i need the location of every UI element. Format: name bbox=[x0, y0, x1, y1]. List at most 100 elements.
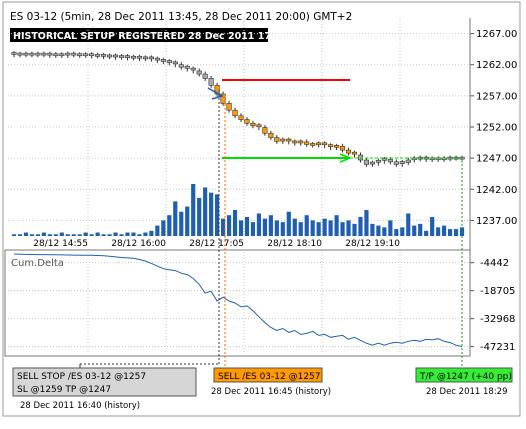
sell-label: SELL /ES 03-12 @1257 bbox=[218, 372, 321, 382]
volume-bar bbox=[280, 222, 285, 236]
volume-bar bbox=[107, 234, 112, 236]
candle-body bbox=[35, 52, 41, 56]
volume-bar bbox=[256, 213, 262, 236]
candle-body bbox=[226, 103, 232, 111]
candle-body bbox=[47, 52, 53, 56]
volume-bar bbox=[17, 234, 23, 236]
candle-body bbox=[107, 54, 113, 58]
volume-bar bbox=[453, 229, 459, 236]
candle-body bbox=[304, 141, 310, 145]
time-tick-label: 28/12 14:55 bbox=[33, 239, 88, 249]
volume-bar bbox=[89, 234, 94, 236]
volume-bar bbox=[459, 227, 465, 236]
volume-bar bbox=[292, 218, 297, 236]
volume-bar bbox=[370, 223, 375, 236]
volume-bar bbox=[131, 232, 136, 236]
candle-body bbox=[196, 70, 202, 75]
sell-stop-caption: 28 Dec 2011 16:40 (history) bbox=[20, 401, 140, 411]
volume-bar bbox=[173, 201, 178, 236]
candle-body bbox=[250, 122, 256, 127]
volume-bar bbox=[179, 211, 184, 236]
candle-body bbox=[292, 140, 298, 144]
volume-bar bbox=[352, 223, 357, 236]
candle-body bbox=[112, 54, 119, 58]
candle-body bbox=[328, 144, 334, 147]
volume-bar bbox=[310, 220, 315, 236]
cum-delta-line bbox=[13, 253, 463, 348]
volume-bar bbox=[11, 234, 17, 236]
candle-body bbox=[238, 115, 244, 120]
volume-bar bbox=[226, 215, 232, 236]
volume-bar bbox=[340, 222, 345, 236]
volume-bar bbox=[41, 232, 46, 236]
volume-bar bbox=[23, 232, 29, 236]
delta-tick-label: -47231 bbox=[480, 342, 515, 353]
candle-body bbox=[89, 53, 95, 57]
volume-bar bbox=[71, 234, 76, 236]
take-profit-box bbox=[415, 367, 513, 383]
candle-body bbox=[130, 55, 137, 59]
volume-bar bbox=[161, 220, 166, 236]
candle-body bbox=[166, 60, 172, 63]
candle-body bbox=[65, 52, 71, 56]
volume-bar bbox=[286, 211, 291, 236]
candle-body bbox=[286, 138, 292, 142]
time-tick-label: 28/12 16:00 bbox=[111, 239, 166, 249]
volume-bar bbox=[316, 222, 321, 236]
candle-body bbox=[83, 53, 89, 57]
candle-body bbox=[363, 159, 370, 165]
sell-stop-label: SELL STOP /ES 03-12 @1257 bbox=[17, 372, 146, 382]
volume-bar bbox=[304, 215, 309, 236]
candle-body bbox=[154, 57, 160, 61]
delta-tick-label: -32968 bbox=[480, 314, 515, 325]
volume-bar bbox=[59, 232, 64, 236]
volume-bar bbox=[262, 218, 267, 236]
candle-body bbox=[71, 52, 77, 56]
volume-bars bbox=[11, 184, 465, 236]
entry-arrow-icon bbox=[211, 90, 224, 100]
candle-body bbox=[17, 52, 23, 56]
candle-body bbox=[345, 149, 352, 154]
volume-bar bbox=[155, 225, 160, 236]
candle-body bbox=[339, 146, 346, 151]
delta-tick-label: -4442 bbox=[480, 258, 509, 269]
candle-body bbox=[23, 52, 29, 56]
volume-bar bbox=[209, 192, 214, 236]
volume-bar bbox=[328, 220, 333, 236]
candle-body bbox=[435, 157, 441, 161]
candle-body bbox=[334, 145, 340, 148]
candle-body bbox=[316, 142, 322, 146]
volume-bar bbox=[53, 234, 58, 236]
candles bbox=[11, 51, 465, 167]
price-axis-labels: 1267.00 1262.00 1257.00 1252.00 1247.00 1242.… bbox=[470, 29, 517, 227]
candle-body bbox=[202, 73, 208, 79]
candle-body bbox=[310, 143, 316, 146]
volume-bar bbox=[268, 215, 273, 236]
candle-body bbox=[369, 161, 375, 165]
volume-bar bbox=[382, 227, 387, 236]
candle-body bbox=[77, 53, 83, 57]
volume-bar bbox=[250, 222, 256, 236]
volume-bar bbox=[35, 234, 40, 236]
volume-bar bbox=[442, 225, 447, 236]
volume-bar bbox=[65, 234, 70, 236]
volume-bar bbox=[215, 194, 220, 236]
candle-body bbox=[208, 78, 214, 86]
price-tick-label: 1247.00 bbox=[476, 154, 517, 165]
candle-body bbox=[136, 55, 143, 59]
setup-banner: HISTORICAL SETUP REGISTERED 28 Dec 2011 … bbox=[13, 31, 288, 42]
candle-body bbox=[59, 53, 65, 57]
candle-body bbox=[399, 161, 405, 164]
sell-stop-levels: SL @1259 TP @1247 bbox=[17, 385, 111, 395]
sell-box bbox=[213, 367, 323, 383]
volume-bar bbox=[418, 223, 423, 236]
volume-bar bbox=[358, 216, 363, 236]
price-tick-label: 1257.00 bbox=[476, 91, 517, 102]
candle-body bbox=[172, 61, 178, 65]
candle-body bbox=[393, 161, 399, 165]
volume-bar bbox=[203, 187, 208, 236]
candle-body bbox=[142, 56, 148, 60]
candle-body bbox=[244, 119, 250, 124]
